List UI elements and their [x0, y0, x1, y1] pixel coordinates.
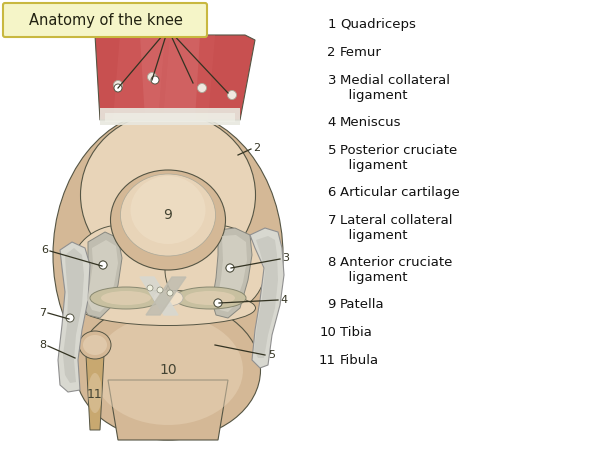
- Polygon shape: [140, 277, 178, 315]
- Circle shape: [113, 81, 122, 90]
- Circle shape: [157, 287, 163, 293]
- Text: 7: 7: [39, 308, 46, 318]
- Ellipse shape: [83, 335, 107, 355]
- Circle shape: [197, 84, 206, 93]
- Polygon shape: [163, 35, 215, 120]
- Ellipse shape: [79, 331, 111, 359]
- Text: 9: 9: [328, 298, 336, 311]
- Ellipse shape: [80, 291, 256, 325]
- Text: 6: 6: [41, 245, 48, 255]
- Text: 4: 4: [328, 116, 336, 129]
- Circle shape: [214, 299, 222, 307]
- Ellipse shape: [174, 287, 246, 309]
- Text: Anterior cruciate
  ligament: Anterior cruciate ligament: [340, 256, 452, 284]
- Text: 6: 6: [328, 186, 336, 199]
- Ellipse shape: [165, 225, 265, 315]
- Circle shape: [227, 90, 236, 99]
- Text: Articular cartilage: Articular cartilage: [340, 186, 460, 199]
- Text: 8: 8: [328, 256, 336, 269]
- Ellipse shape: [110, 170, 226, 270]
- Text: 11: 11: [87, 388, 103, 401]
- Text: 2: 2: [328, 46, 336, 59]
- Text: 10: 10: [319, 326, 336, 339]
- Ellipse shape: [80, 112, 256, 278]
- Ellipse shape: [101, 291, 151, 305]
- Polygon shape: [95, 35, 255, 120]
- Circle shape: [114, 84, 122, 92]
- Ellipse shape: [93, 315, 243, 425]
- Text: 8: 8: [39, 340, 46, 350]
- Polygon shape: [113, 35, 165, 120]
- Text: 11: 11: [319, 354, 336, 367]
- Text: 5: 5: [268, 350, 275, 360]
- Polygon shape: [87, 240, 118, 312]
- Circle shape: [148, 72, 157, 81]
- Text: Medial collateral
  ligament: Medial collateral ligament: [340, 74, 450, 103]
- Circle shape: [147, 285, 153, 291]
- Ellipse shape: [121, 174, 215, 256]
- Circle shape: [214, 299, 222, 307]
- Circle shape: [226, 264, 234, 272]
- Text: Fibula: Fibula: [340, 354, 379, 367]
- Text: 2: 2: [253, 143, 260, 153]
- Polygon shape: [58, 242, 90, 392]
- Text: 10: 10: [159, 363, 177, 377]
- Ellipse shape: [53, 110, 283, 400]
- Ellipse shape: [76, 300, 260, 440]
- Text: Patella: Patella: [340, 298, 385, 311]
- Polygon shape: [217, 235, 247, 312]
- Polygon shape: [105, 113, 235, 122]
- Text: Femur: Femur: [340, 46, 382, 59]
- Ellipse shape: [90, 287, 162, 309]
- Circle shape: [226, 264, 234, 272]
- Polygon shape: [63, 248, 84, 383]
- FancyBboxPatch shape: [3, 3, 207, 37]
- Text: 9: 9: [164, 208, 172, 222]
- Polygon shape: [146, 277, 186, 315]
- Text: 1: 1: [164, 22, 172, 32]
- Text: 1: 1: [328, 18, 336, 31]
- Text: Meniscus: Meniscus: [340, 116, 401, 129]
- Polygon shape: [212, 228, 252, 318]
- Circle shape: [99, 261, 107, 269]
- Polygon shape: [86, 355, 104, 430]
- Polygon shape: [82, 232, 122, 318]
- Text: Tibia: Tibia: [340, 326, 372, 339]
- Polygon shape: [108, 380, 228, 440]
- Ellipse shape: [153, 290, 183, 306]
- Ellipse shape: [131, 176, 205, 244]
- Text: 4: 4: [280, 295, 287, 305]
- Polygon shape: [140, 35, 200, 120]
- Ellipse shape: [185, 291, 235, 305]
- Text: 3: 3: [328, 74, 336, 87]
- Circle shape: [66, 314, 74, 322]
- Polygon shape: [250, 228, 284, 368]
- Ellipse shape: [88, 373, 102, 413]
- Circle shape: [167, 290, 173, 296]
- Text: 5: 5: [328, 144, 336, 157]
- Text: Lateral collateral
  ligament: Lateral collateral ligament: [340, 214, 452, 243]
- Circle shape: [99, 261, 107, 269]
- Text: Posterior cruciate
  ligament: Posterior cruciate ligament: [340, 144, 457, 172]
- Ellipse shape: [71, 225, 171, 315]
- Circle shape: [151, 76, 159, 84]
- Text: 7: 7: [328, 214, 336, 227]
- Polygon shape: [254, 236, 278, 358]
- Polygon shape: [100, 108, 240, 125]
- Text: Quadriceps: Quadriceps: [340, 18, 416, 31]
- Text: Anatomy of the knee: Anatomy of the knee: [29, 13, 183, 27]
- Text: 3: 3: [282, 253, 289, 263]
